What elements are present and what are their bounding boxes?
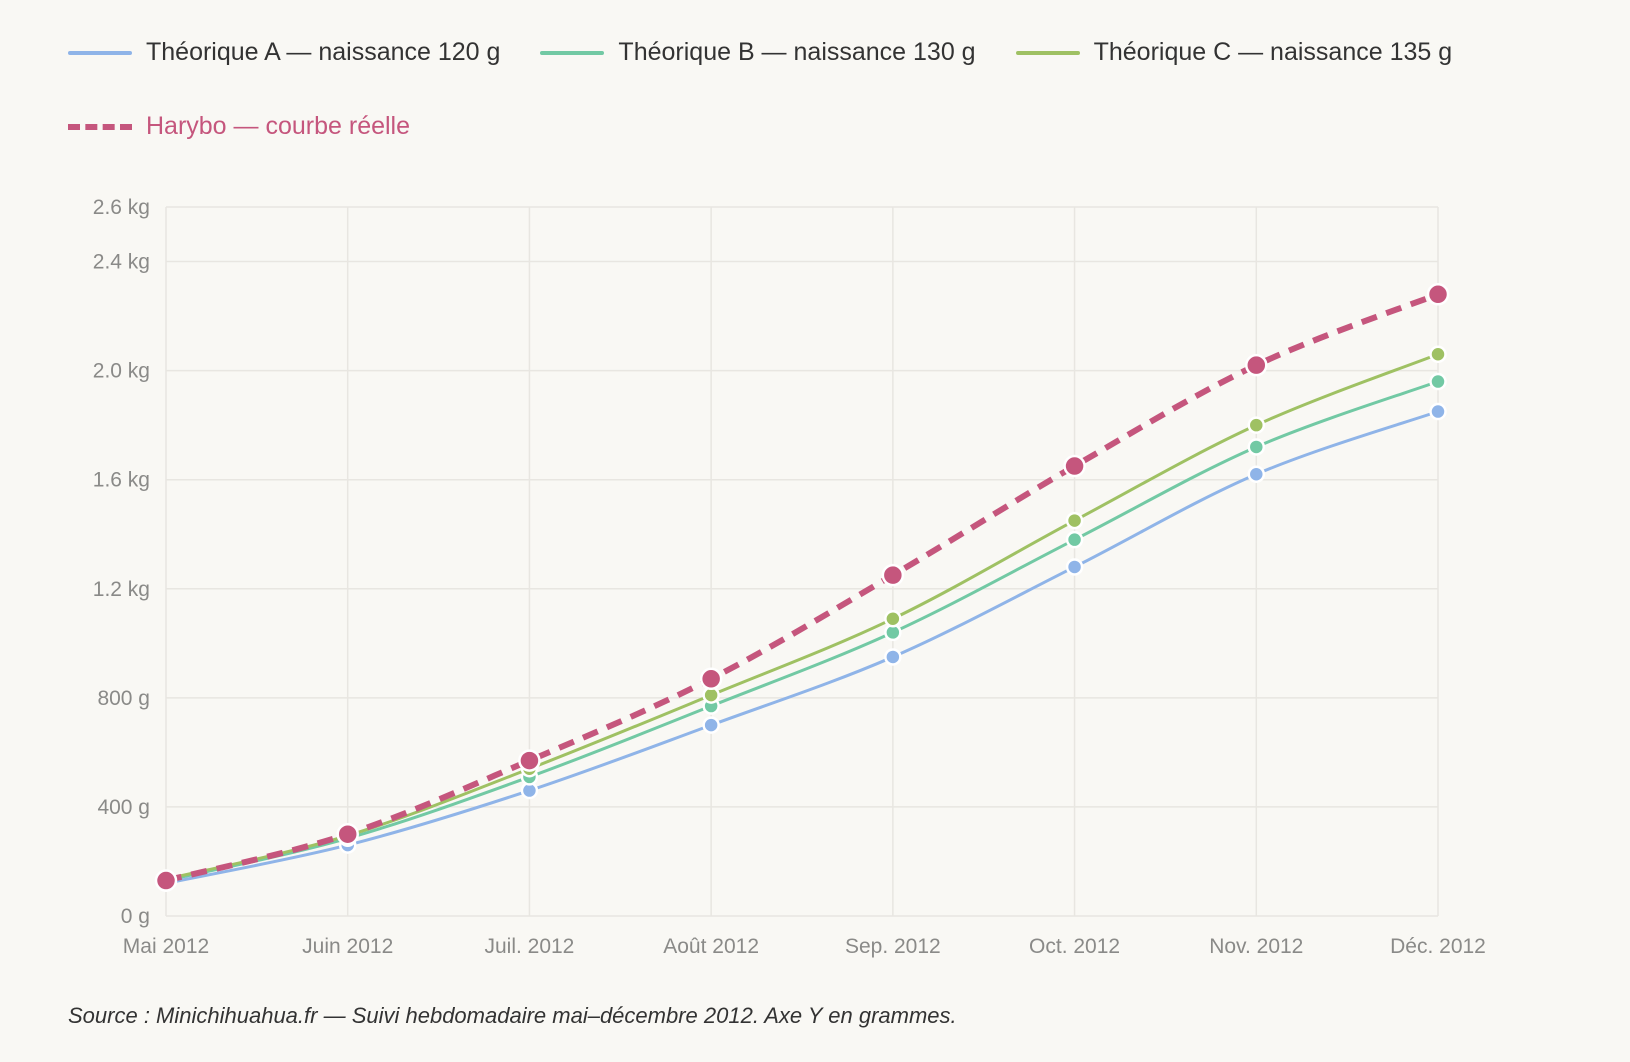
legend-row-2: Harybo — courbe réelle [68, 112, 450, 141]
data-point-3 [518, 749, 541, 772]
legend-label-b: Théorique B — naissance 130 g [618, 38, 976, 66]
data-point-3 [154, 869, 178, 892]
data-point-1 [1065, 530, 1084, 549]
data-point-3 [1063, 454, 1086, 478]
x-tick-label: Oct. 2012 [1029, 935, 1120, 958]
source-note: Source : Minichihuahua.fr — Suivi hebdom… [68, 1003, 957, 1028]
x-tick-label: Juil. 2012 [484, 935, 574, 958]
legend-row-1: Théorique A — naissance 120 g Théorique … [68, 38, 1492, 67]
y-tick-label: 2.0 kg [93, 360, 150, 383]
y-tick-label: 1.2 kg [93, 578, 150, 601]
y-tick-label: 2.6 kg [93, 196, 150, 219]
data-point-3 [336, 822, 359, 846]
data-point-1 [1429, 372, 1447, 391]
legend-swatch-b [540, 50, 605, 55]
legend-item-c[interactable]: Théorique C — naissance 135 g [1015, 38, 1453, 67]
legend-swatch-harybo [68, 123, 132, 130]
y-tick-label: 400 g [97, 796, 150, 819]
series-line-2 [165, 352, 1439, 881]
series-line-3 [165, 291, 1440, 884]
data-point-2 [884, 610, 902, 628]
data-point-3 [1245, 353, 1268, 377]
legend-swatch-a [68, 50, 132, 55]
data-point-3 [1426, 283, 1450, 306]
data-point-3 [699, 667, 723, 691]
data-point-0 [1065, 558, 1084, 576]
x-tick-label: Juin 2012 [302, 935, 393, 958]
legend-item-harybo[interactable]: Harybo — courbe réelle [68, 112, 410, 141]
legend-item-a[interactable]: Théorique A — naissance 120 g [68, 38, 500, 67]
x-tick-label: Mai 2012 [123, 935, 209, 958]
data-point-0 [1247, 465, 1266, 483]
legend-item-b[interactable]: Théorique B — naissance 130 g [540, 38, 976, 67]
y-tick-label: 1.6 kg [93, 469, 150, 492]
data-point-2 [1247, 416, 1266, 434]
data-point-0 [1429, 402, 1447, 421]
series-line-1 [165, 380, 1439, 883]
data-point-2 [1429, 345, 1447, 364]
data-point-2 [1065, 511, 1084, 530]
x-tick-label: Août 2012 [663, 935, 759, 958]
data-point-0 [702, 716, 720, 734]
x-tick-label: Déc. 2012 [1390, 935, 1486, 958]
data-point-0 [884, 648, 902, 666]
y-tick-label: 800 g [97, 687, 150, 710]
y-tick-label: 0 g [121, 905, 150, 928]
legend-label-c: Théorique C — naissance 135 g [1093, 38, 1453, 66]
y-tick-label: 2.4 kg [93, 251, 150, 274]
series-line-0 [165, 410, 1439, 885]
x-tick-label: Nov. 2012 [1209, 935, 1303, 958]
x-tick-label: Sep. 2012 [845, 935, 941, 958]
data-point-1 [1247, 438, 1266, 456]
legend-label-harybo: Harybo — courbe réelle [146, 112, 411, 140]
data-point-3 [881, 563, 905, 587]
legend-label-a: Théorique A — naissance 120 g [146, 38, 501, 66]
legend-swatch-c [1015, 50, 1080, 55]
